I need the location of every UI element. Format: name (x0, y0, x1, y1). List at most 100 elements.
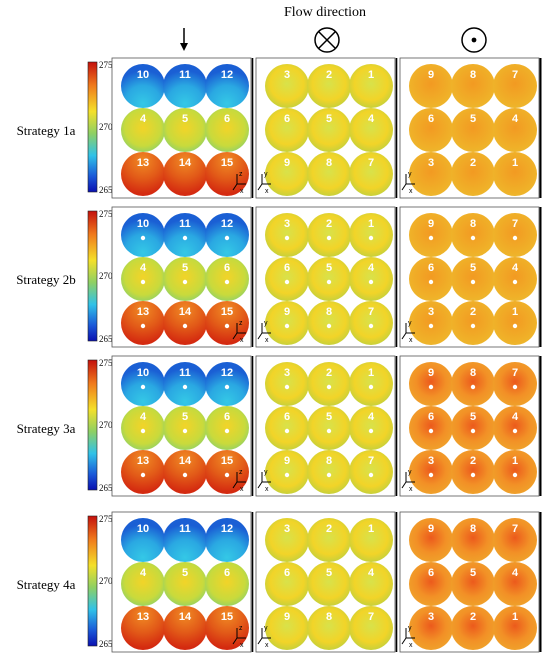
colorbar-mid-label: 270 (99, 271, 113, 281)
sphere (451, 362, 495, 406)
colorbar-min-label: 265 (99, 185, 113, 195)
sphere (163, 257, 207, 301)
sphere-number: 3 (428, 455, 434, 467)
sphere (265, 362, 309, 406)
sphere-number: 15 (221, 306, 233, 318)
sphere (409, 606, 453, 650)
probe-dot (140, 279, 146, 285)
sphere-number: 10 (137, 367, 149, 379)
view-panel: 3 2 16 5 49 8 7yx (255, 57, 398, 199)
axis-label: y (264, 171, 268, 178)
probe-dot (182, 279, 188, 285)
sphere (451, 518, 495, 562)
probe-dot (428, 323, 434, 329)
sphere (265, 406, 309, 450)
axis-label: z (239, 171, 243, 178)
axis-triad-icon: zx (232, 320, 246, 344)
sphere-number: 4 (140, 113, 147, 125)
probe-dot (326, 235, 332, 241)
probe-dot (428, 428, 434, 434)
sphere (205, 64, 249, 108)
view-panel: 3 2 16 5 49 8 7yx (255, 355, 398, 497)
sphere-number: 1 (512, 611, 518, 623)
sphere-number: 11 (179, 218, 191, 230)
axis-label: x (265, 642, 269, 649)
colorbar-min-label: 265 (99, 639, 113, 649)
sphere-number: 1 (368, 69, 374, 81)
sphere-number: 5 (470, 113, 476, 125)
sphere-number: 14 (179, 455, 192, 467)
sphere-number: 6 (224, 262, 230, 274)
axis-label: x (409, 486, 413, 493)
sphere (493, 450, 537, 494)
colorbar (87, 515, 98, 647)
sphere-number: 10 (137, 523, 149, 535)
probe-dot (182, 384, 188, 390)
sphere (409, 108, 453, 152)
sphere (121, 562, 165, 606)
sphere (451, 562, 495, 606)
view-panel: 9 8 76 5 43 2 1yx (399, 355, 542, 497)
sphere (451, 152, 495, 196)
sphere-number: 2 (326, 69, 332, 81)
view-panel: 9 8 76 5 43 2 1yx (399, 57, 542, 199)
probe-dot (470, 323, 476, 329)
sphere (307, 108, 351, 152)
axis-label: x (409, 188, 413, 195)
colorbar (87, 61, 98, 193)
sphere (307, 518, 351, 562)
sphere (163, 362, 207, 406)
axis-label: x (240, 486, 244, 493)
sphere (205, 257, 249, 301)
sphere-number: 3 (428, 306, 434, 318)
sphere (349, 562, 393, 606)
sphere (409, 64, 453, 108)
sphere-number: 3 (284, 218, 290, 230)
probe-dot (140, 323, 146, 329)
sphere (265, 257, 309, 301)
sphere-number: 8 (470, 69, 476, 81)
sphere (265, 562, 309, 606)
sphere-number: 2 (470, 611, 476, 623)
colorbar-mid-label: 270 (99, 420, 113, 430)
sphere-number: 2 (470, 306, 476, 318)
sphere-number: 4 (368, 411, 375, 423)
sphere (121, 257, 165, 301)
axis-triad-icon: yx (401, 625, 415, 649)
sphere (349, 362, 393, 406)
sphere (265, 450, 309, 494)
sphere-number: 5 (182, 567, 188, 579)
probe-dot (512, 323, 518, 329)
sphere (349, 108, 393, 152)
probe-dot (512, 235, 518, 241)
probe-dot (470, 235, 476, 241)
sphere-number: 1 (512, 157, 518, 169)
sphere-number: 5 (470, 411, 476, 423)
sphere-number: 12 (221, 218, 233, 230)
sphere (493, 152, 537, 196)
sphere (493, 108, 537, 152)
sphere-number: 8 (470, 367, 476, 379)
sphere-number: 9 (284, 157, 290, 169)
view-panel: 9 8 76 5 43 2 1yx (399, 511, 542, 653)
sphere (349, 152, 393, 196)
sphere (121, 518, 165, 562)
sphere (265, 606, 309, 650)
sphere (349, 450, 393, 494)
axis-label: z (239, 625, 243, 632)
axis-triad-icon: zx (232, 469, 246, 493)
probe-dot (140, 384, 146, 390)
sphere (265, 64, 309, 108)
sphere-number: 14 (179, 306, 192, 318)
sphere (307, 362, 351, 406)
sphere-number: 13 (137, 455, 149, 467)
sphere (349, 301, 393, 345)
flow-direction-title: Flow direction (284, 5, 366, 20)
sphere-number: 7 (368, 611, 374, 623)
sphere-number: 6 (284, 113, 290, 125)
sphere-number: 6 (224, 113, 230, 125)
sphere (451, 301, 495, 345)
colorbar-min-label: 265 (99, 483, 113, 493)
sphere (121, 406, 165, 450)
